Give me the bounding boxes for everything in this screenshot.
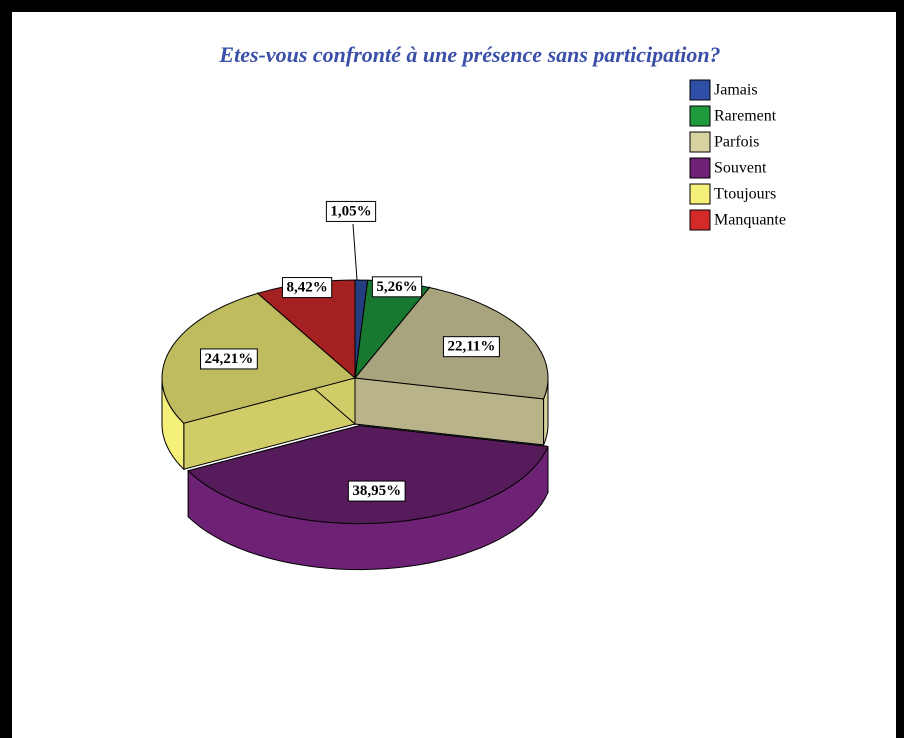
data-label: 5,26% (376, 279, 417, 295)
data-label-box (325, 200, 377, 222)
data-label: 8,42% (286, 280, 327, 296)
data-label-box (442, 336, 500, 358)
legend-label: Rarement (714, 108, 777, 125)
data-label-box (347, 480, 406, 502)
data-label: 22,11% (447, 339, 495, 355)
data-label-box (371, 276, 423, 298)
data-label: 24,21% (205, 351, 254, 367)
pie-slice (187, 424, 549, 571)
slice-top (187, 425, 549, 525)
pie-slice (161, 292, 357, 471)
legend-swatch (689, 131, 711, 153)
label-leader (352, 223, 358, 281)
legend-swatch (689, 105, 711, 127)
legend-label: Parfois (714, 134, 759, 151)
legend-swatch (689, 183, 711, 205)
legend-label: Jamais (714, 82, 758, 99)
slice-top (161, 292, 357, 424)
chart-title: Etes-vous confronté à une présence sans … (218, 42, 720, 67)
data-label: 38,95% (352, 483, 401, 499)
legend-label: Ttoujours (714, 186, 776, 203)
legend-swatch (689, 209, 711, 231)
legend-label: Manquante (714, 212, 786, 229)
legend-swatch (689, 157, 711, 179)
legend-swatch (689, 79, 711, 101)
data-label: 1,05% (330, 203, 371, 219)
data-label-box (281, 277, 333, 299)
data-label-box (200, 348, 258, 370)
legend-label: Souvent (714, 160, 767, 177)
